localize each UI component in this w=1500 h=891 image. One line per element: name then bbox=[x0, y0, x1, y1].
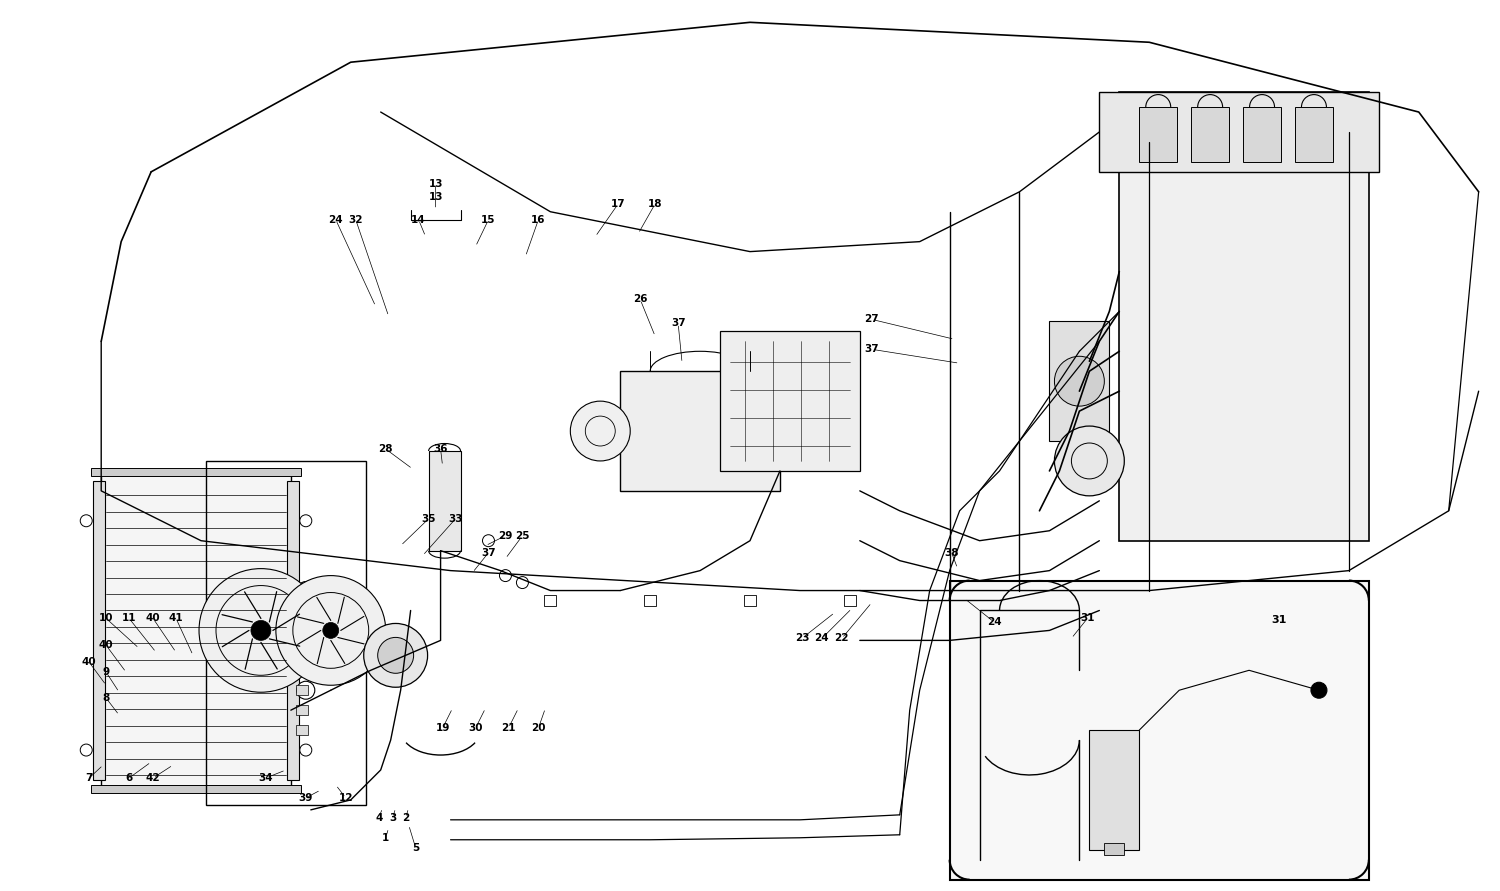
Bar bbox=[1100, 92, 1378, 172]
Circle shape bbox=[500, 569, 512, 582]
Text: 27: 27 bbox=[864, 315, 879, 324]
Bar bbox=[296, 705, 307, 715]
Bar bbox=[644, 594, 656, 607]
Text: 37: 37 bbox=[670, 318, 686, 329]
Bar bbox=[92, 468, 302, 476]
Text: 30: 30 bbox=[468, 723, 483, 733]
Bar bbox=[1244, 107, 1281, 162]
Text: 8: 8 bbox=[102, 693, 110, 703]
Text: 37: 37 bbox=[864, 344, 879, 355]
Bar bbox=[1294, 107, 1334, 162]
Circle shape bbox=[80, 744, 92, 756]
Bar bbox=[92, 785, 302, 793]
Circle shape bbox=[363, 624, 428, 687]
Text: 23: 23 bbox=[795, 634, 808, 643]
Bar bbox=[1104, 843, 1125, 854]
Bar bbox=[286, 481, 298, 780]
Text: 34: 34 bbox=[258, 773, 273, 783]
Bar bbox=[100, 471, 291, 790]
Text: 12: 12 bbox=[339, 793, 352, 803]
Circle shape bbox=[378, 637, 414, 674]
Circle shape bbox=[297, 582, 315, 600]
Bar bbox=[720, 331, 860, 471]
Circle shape bbox=[483, 535, 495, 547]
Text: 24: 24 bbox=[987, 617, 1002, 627]
Text: 40: 40 bbox=[82, 658, 96, 667]
Bar bbox=[844, 594, 856, 607]
Text: 37: 37 bbox=[482, 548, 496, 558]
Text: 38: 38 bbox=[945, 548, 958, 558]
Bar bbox=[296, 666, 307, 675]
Bar bbox=[1140, 107, 1178, 162]
Text: 5: 5 bbox=[413, 843, 419, 853]
Text: 20: 20 bbox=[531, 723, 546, 733]
Text: 13: 13 bbox=[429, 192, 442, 201]
Bar bbox=[1119, 92, 1370, 541]
Text: 35: 35 bbox=[422, 514, 436, 524]
Text: 41: 41 bbox=[170, 614, 183, 624]
Circle shape bbox=[1054, 426, 1125, 496]
Text: 32: 32 bbox=[348, 215, 363, 225]
Text: 33: 33 bbox=[448, 514, 464, 524]
Bar bbox=[296, 685, 307, 695]
Circle shape bbox=[297, 682, 315, 699]
Text: 4: 4 bbox=[375, 813, 382, 822]
Circle shape bbox=[516, 576, 528, 589]
Bar bbox=[93, 481, 105, 780]
Text: 31: 31 bbox=[1272, 616, 1287, 625]
Circle shape bbox=[1311, 683, 1328, 699]
Text: 7: 7 bbox=[86, 773, 93, 783]
Text: 16: 16 bbox=[531, 215, 546, 225]
Text: 19: 19 bbox=[435, 723, 450, 733]
Text: 14: 14 bbox=[411, 215, 426, 225]
Text: 22: 22 bbox=[834, 634, 849, 643]
Bar bbox=[744, 594, 756, 607]
Text: 28: 28 bbox=[378, 444, 393, 454]
Text: 2: 2 bbox=[402, 813, 410, 822]
Text: 40: 40 bbox=[99, 641, 114, 650]
Bar bbox=[429, 451, 460, 551]
Circle shape bbox=[1054, 356, 1104, 406]
Circle shape bbox=[200, 568, 322, 692]
Text: 42: 42 bbox=[146, 773, 160, 783]
Text: 24: 24 bbox=[328, 215, 344, 225]
Bar bbox=[1191, 107, 1228, 162]
Text: 39: 39 bbox=[298, 793, 314, 803]
Text: 26: 26 bbox=[633, 294, 648, 305]
Text: 10: 10 bbox=[99, 614, 114, 624]
Circle shape bbox=[300, 515, 312, 527]
Text: 11: 11 bbox=[122, 614, 136, 624]
Text: 17: 17 bbox=[610, 199, 626, 208]
Text: 24: 24 bbox=[815, 634, 830, 643]
Bar bbox=[544, 594, 556, 607]
Circle shape bbox=[570, 401, 630, 461]
Bar bbox=[1089, 730, 1140, 850]
Text: 29: 29 bbox=[498, 531, 513, 541]
Text: 36: 36 bbox=[433, 444, 448, 454]
Bar bbox=[1050, 322, 1110, 441]
Text: 13: 13 bbox=[429, 179, 442, 189]
Text: 31: 31 bbox=[1080, 614, 1095, 624]
Text: 6: 6 bbox=[126, 773, 134, 783]
Text: 3: 3 bbox=[388, 813, 396, 822]
Text: 25: 25 bbox=[514, 531, 529, 541]
Text: 40: 40 bbox=[146, 614, 160, 624]
Text: 18: 18 bbox=[648, 199, 663, 208]
Text: 21: 21 bbox=[501, 723, 516, 733]
Bar bbox=[206, 461, 366, 805]
Circle shape bbox=[322, 623, 339, 638]
Circle shape bbox=[276, 576, 386, 685]
Bar bbox=[296, 725, 307, 735]
Circle shape bbox=[300, 744, 312, 756]
Text: 9: 9 bbox=[102, 667, 110, 677]
Circle shape bbox=[80, 515, 92, 527]
Circle shape bbox=[251, 620, 272, 641]
Text: 15: 15 bbox=[482, 215, 495, 225]
Text: 1: 1 bbox=[382, 833, 390, 843]
Bar bbox=[950, 581, 1370, 879]
Bar bbox=[620, 372, 780, 491]
